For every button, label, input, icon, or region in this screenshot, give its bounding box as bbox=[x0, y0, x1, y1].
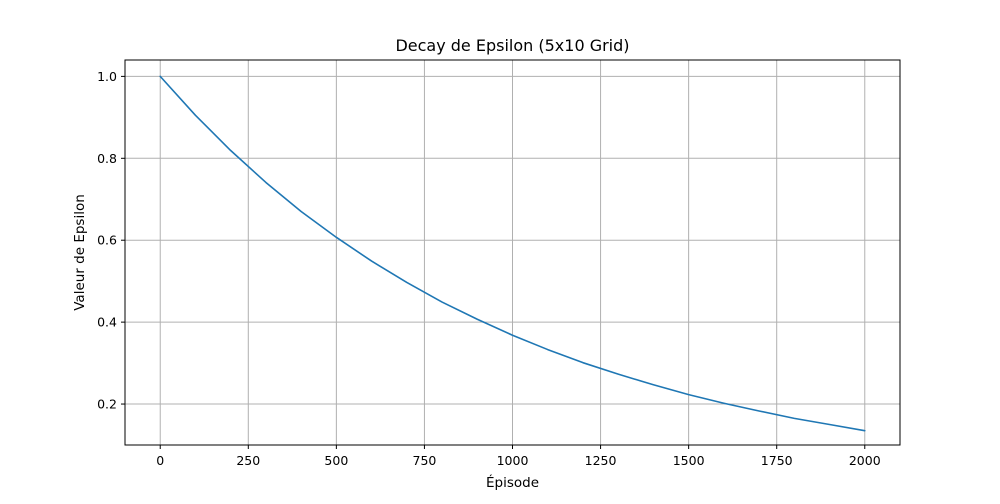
y-tick-label: 0.8 bbox=[97, 151, 117, 166]
x-tick-label: 750 bbox=[413, 453, 437, 468]
x-axis-title: Épisode bbox=[486, 474, 539, 491]
x-tick-label: 0 bbox=[156, 453, 164, 468]
grid-layer bbox=[125, 60, 900, 445]
y-tick-label: 0.2 bbox=[97, 397, 117, 412]
x-tick-label: 500 bbox=[324, 453, 348, 468]
y-tick-label: 1.0 bbox=[97, 69, 117, 84]
epsilon-series-line bbox=[159, 75, 866, 432]
x-tick-label: 1250 bbox=[585, 453, 617, 468]
x-tick-label: 1500 bbox=[673, 453, 705, 468]
tick-layer: 0 250 500 750 1000 1250 1500 1750 2000 0.2 0.4 0.6 0… bbox=[97, 69, 881, 468]
series-layer bbox=[159, 75, 866, 432]
y-tick-label: 0.4 bbox=[97, 315, 117, 330]
x-tick-label: 1000 bbox=[497, 453, 529, 468]
x-tick-label: 1750 bbox=[761, 453, 793, 468]
x-tick-label: 250 bbox=[236, 453, 260, 468]
x-tick-label: 2000 bbox=[849, 453, 881, 468]
y-tick-label: 0.6 bbox=[97, 233, 117, 248]
chart-title: Decay de Epsilon (5x10 Grid) bbox=[395, 36, 629, 55]
y-axis-title: Valeur de Epsilon bbox=[72, 194, 88, 311]
